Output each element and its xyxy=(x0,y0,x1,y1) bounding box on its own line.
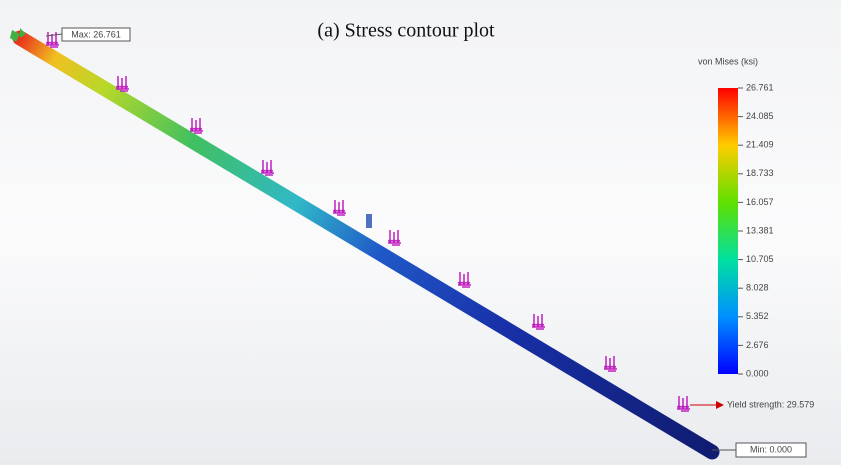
yield-arrow xyxy=(716,401,724,409)
legend-label: 26.761 xyxy=(746,82,774,92)
load-markers xyxy=(10,28,691,412)
legend-label: 10.705 xyxy=(746,254,774,264)
min-box xyxy=(735,442,807,458)
max-leader xyxy=(45,33,63,37)
legend-label: 16.057 xyxy=(746,197,774,207)
legend-label: 2.676 xyxy=(746,340,769,350)
beam xyxy=(12,30,720,460)
legend-title: von Mises (ksi) xyxy=(698,56,758,66)
title: (a) Stress contour plot xyxy=(317,20,495,42)
legend-label: 18.733 xyxy=(746,168,774,178)
legend-labels: 26.761 24.085 21.409 18.733 16.057 13.381 10.7… xyxy=(738,82,774,378)
legend-label: 0.000 xyxy=(746,368,769,378)
legend-label: 5.352 xyxy=(746,311,769,321)
yield-label: Yield strength: 29.579 xyxy=(727,399,814,409)
legend-color-bar xyxy=(718,88,738,374)
legend-label: 13.381 xyxy=(746,225,774,235)
legend-label: 21.409 xyxy=(746,140,774,150)
max-label: Max: 26.761 xyxy=(71,29,121,39)
legend-label: 8.028 xyxy=(746,283,769,293)
legend-label: 24.085 xyxy=(746,111,774,121)
min-label: Min: 0.000 xyxy=(750,444,792,454)
